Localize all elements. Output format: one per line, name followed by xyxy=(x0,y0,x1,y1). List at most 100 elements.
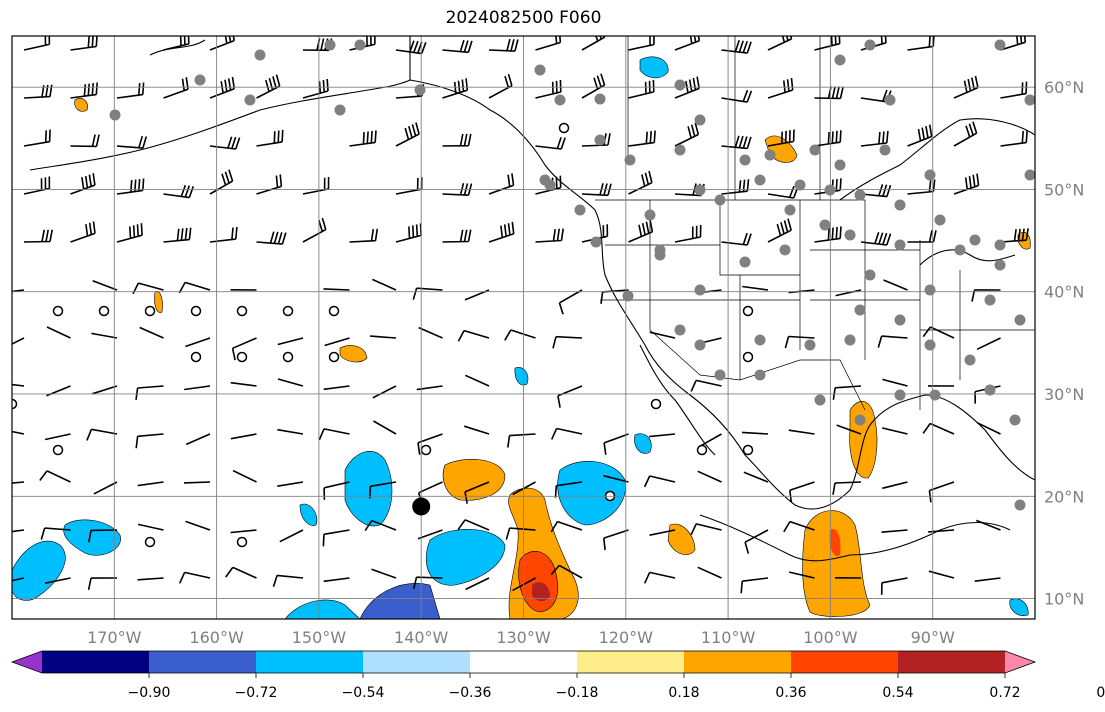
calm-circle xyxy=(12,398,18,410)
station-dot xyxy=(1024,94,1035,106)
colorbar-tick-label: −0.72 xyxy=(235,685,278,701)
negative-anomaly-area xyxy=(557,460,626,526)
calm-circle xyxy=(328,351,340,363)
station-dot xyxy=(1009,414,1021,426)
wind-barb xyxy=(87,577,118,591)
wind-barb xyxy=(395,223,422,243)
station-dot xyxy=(554,94,566,106)
wind-barb xyxy=(628,36,655,51)
wind-barb xyxy=(40,527,71,540)
station-dot xyxy=(964,354,976,366)
station-dot xyxy=(834,54,846,66)
wind-barb xyxy=(371,278,397,291)
wind-barb xyxy=(928,529,955,533)
lon-tick-label: 90°W xyxy=(911,628,955,647)
wind-barb xyxy=(740,577,769,594)
wind-barb xyxy=(907,124,933,147)
lat-tick-label: 10°N xyxy=(1044,590,1084,609)
station-dot xyxy=(714,369,726,381)
calm-circle xyxy=(650,398,662,410)
colorbar-tick-label: 0.90 xyxy=(1096,685,1105,701)
station-dot xyxy=(864,269,876,281)
wind-barb xyxy=(417,433,443,455)
wind-barb xyxy=(302,78,329,99)
wind-barb xyxy=(349,228,379,243)
station-dot xyxy=(879,144,891,156)
wind-barb xyxy=(209,136,241,150)
wind-barb xyxy=(23,129,51,147)
lon-tick-label: 140°W xyxy=(394,628,449,647)
station-dot xyxy=(779,244,791,256)
calm-circle xyxy=(190,351,202,363)
wind-barb xyxy=(832,385,862,400)
wind-barb xyxy=(116,82,145,99)
wind-barb xyxy=(488,38,519,52)
station-dot xyxy=(924,339,936,351)
lon-tick-label: 160°W xyxy=(189,628,244,647)
wind-barb xyxy=(463,425,490,435)
lon-tick-label: 150°W xyxy=(292,628,347,647)
wind-barb xyxy=(277,481,304,487)
calm-circle xyxy=(696,444,708,456)
station-dot xyxy=(324,39,336,51)
wind-barb xyxy=(116,178,145,195)
station-dot xyxy=(844,334,856,346)
wind-barb xyxy=(721,40,752,54)
wind-barb xyxy=(139,326,164,339)
lat-tick-label: 20°N xyxy=(1044,487,1084,506)
colorbar-outline xyxy=(10,650,1037,674)
wind-barb xyxy=(323,577,350,583)
wind-barb xyxy=(603,474,629,483)
wind-barb xyxy=(323,385,350,391)
wind-barb xyxy=(178,281,211,294)
wind-barb xyxy=(767,129,795,147)
station-dot xyxy=(539,174,551,186)
wind-barb xyxy=(974,577,1001,582)
wind-barb xyxy=(277,378,304,387)
wind-barb xyxy=(323,481,350,500)
wind-barb xyxy=(643,475,676,488)
wind-barb xyxy=(256,231,287,245)
wind-barb xyxy=(256,174,283,195)
lon-tick-label: 170°W xyxy=(87,628,142,647)
wind-barb xyxy=(953,121,978,147)
wind-barb xyxy=(163,184,195,199)
wind-barb xyxy=(690,379,722,392)
colorbar-tick-label: 0.54 xyxy=(882,685,913,701)
wind-barb xyxy=(788,429,815,435)
wind-barb xyxy=(12,289,25,293)
wind-barb xyxy=(364,519,397,532)
wind-barb xyxy=(209,227,238,243)
positive-anomaly-area xyxy=(849,401,878,479)
colorbar-tick-label: 0.18 xyxy=(668,685,699,701)
station-dot xyxy=(844,229,856,241)
calm-markers xyxy=(12,122,754,548)
wind-barb xyxy=(457,329,490,342)
colorbar-segment xyxy=(363,651,471,673)
wind-barb xyxy=(12,430,25,435)
station-dot xyxy=(794,179,806,191)
wind-barb xyxy=(323,288,350,291)
wind-barb xyxy=(465,577,490,591)
lat-tick-label: 60°N xyxy=(1044,78,1084,97)
wind-barb xyxy=(907,230,937,243)
wind-barb xyxy=(674,36,701,51)
wind-barb xyxy=(457,519,490,531)
wind-barb xyxy=(907,36,935,51)
negative-anomaly-area xyxy=(344,451,393,527)
calm-circle xyxy=(282,351,294,363)
wind-barb xyxy=(370,335,397,339)
wind-barb xyxy=(558,289,583,315)
negative-anomaly-area xyxy=(12,540,66,601)
wind-barb xyxy=(742,285,769,291)
wind-barb xyxy=(628,170,653,195)
colorbar-extend-high xyxy=(1005,651,1035,673)
station-dot xyxy=(929,389,941,401)
wind-barb xyxy=(535,228,564,243)
station-markers xyxy=(109,39,1035,511)
wind-barb xyxy=(860,231,892,246)
station-dot xyxy=(1014,314,1026,326)
station-dot xyxy=(1024,169,1035,181)
station-dot xyxy=(984,294,996,306)
